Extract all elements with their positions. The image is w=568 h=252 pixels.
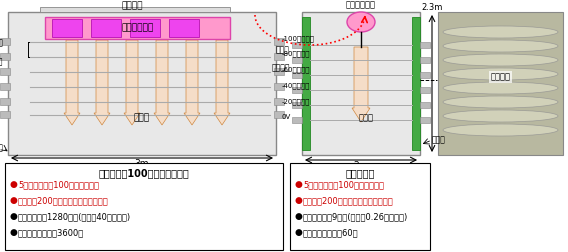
Text: 3m: 3m — [135, 160, 149, 169]
Bar — [45, 17, 230, 39]
Bar — [5, 163, 283, 250]
Bar — [274, 38, 284, 45]
Text: -20万ボルト: -20万ボルト — [282, 99, 310, 105]
Bar — [40, 7, 230, 12]
Text: -40万ボルト: -40万ボルト — [282, 83, 310, 89]
Text: 引出部: 引出部 — [0, 39, 3, 47]
Bar — [274, 68, 284, 75]
Bar — [130, 19, 160, 37]
Text: ビーム生成時間：60秒: ビーム生成時間：60秒 — [303, 229, 358, 237]
FancyArrow shape — [94, 40, 110, 125]
Text: 2m: 2m — [354, 162, 368, 171]
Text: ビーム引出孔1280個　(電流値40アンペア): ビーム引出孔1280個 (電流値40アンペア) — [18, 212, 131, 222]
Bar — [0, 111, 10, 118]
Text: ●: ● — [9, 229, 17, 237]
FancyArrow shape — [352, 47, 370, 122]
Bar — [8, 12, 276, 155]
Bar — [0, 83, 10, 90]
Bar — [52, 19, 82, 37]
Bar — [274, 83, 284, 90]
Text: -60万ボルト: -60万ボルト — [282, 67, 311, 73]
Bar — [302, 12, 420, 155]
Text: 加速電極: 加速電極 — [272, 64, 290, 73]
Bar — [292, 87, 302, 93]
Text: ●: ● — [294, 180, 302, 190]
Text: ビーム引出孔9個　(電流値0.26アンペア): ビーム引出孔9個 (電流値0.26アンペア) — [303, 212, 408, 222]
Bar — [438, 12, 563, 155]
Text: ●: ● — [9, 197, 17, 205]
Bar — [412, 17, 420, 150]
Text: 絶縁体: 絶縁体 — [0, 143, 3, 152]
FancyArrow shape — [184, 40, 200, 125]
Text: -100万ボルト: -100万ボルト — [282, 36, 315, 42]
Text: ビーム生成時間：3600秒: ビーム生成時間：3600秒 — [18, 229, 84, 237]
Ellipse shape — [347, 12, 375, 32]
Bar — [274, 98, 284, 105]
Text: イオン源: イオン源 — [121, 2, 143, 11]
Ellipse shape — [443, 110, 558, 122]
Bar — [274, 111, 284, 118]
Text: 5段加速による100万電子ボルト: 5段加速による100万電子ボルト — [18, 180, 99, 190]
FancyArrow shape — [214, 40, 230, 125]
Bar — [420, 117, 430, 123]
Bar — [0, 38, 10, 45]
Text: イーター用100万ボルト加速器: イーター用100万ボルト加速器 — [99, 168, 189, 178]
Ellipse shape — [443, 68, 558, 80]
Bar — [292, 117, 302, 123]
Text: ビーム: ビーム — [134, 113, 150, 122]
Bar — [292, 42, 302, 48]
Text: イオン生成部: イオン生成部 — [122, 23, 153, 33]
FancyArrow shape — [64, 40, 80, 125]
Bar — [91, 19, 121, 37]
Bar — [292, 72, 302, 78]
FancyArrow shape — [124, 40, 140, 125]
Ellipse shape — [443, 124, 558, 136]
Text: ●: ● — [294, 212, 302, 222]
Bar — [420, 72, 430, 78]
FancyArrow shape — [154, 40, 170, 125]
Bar — [302, 17, 310, 150]
Text: 加速電極: 加速電極 — [491, 73, 511, 81]
Text: イオン生成部: イオン生成部 — [346, 1, 376, 10]
Bar — [0, 53, 10, 60]
Text: 電流密度200アンペア毎平方メートル: 電流密度200アンペア毎平方メートル — [303, 197, 394, 205]
Bar — [420, 87, 430, 93]
Text: 5段加速による100万電子ボルト: 5段加速による100万電子ボルト — [303, 180, 384, 190]
Text: 0V: 0V — [282, 114, 291, 120]
Bar — [0, 68, 10, 75]
Bar — [274, 53, 284, 60]
Ellipse shape — [443, 82, 558, 94]
Text: ●: ● — [9, 212, 17, 222]
Text: ●: ● — [294, 197, 302, 205]
Text: ●: ● — [9, 180, 17, 190]
Bar — [420, 57, 430, 63]
Bar — [292, 57, 302, 63]
Text: 原型加速器: 原型加速器 — [345, 168, 375, 178]
Ellipse shape — [443, 26, 558, 38]
Text: ●: ● — [294, 229, 302, 237]
Text: 加速電極: 加速電極 — [0, 57, 3, 67]
Bar — [420, 102, 430, 108]
Text: 2.3m: 2.3m — [421, 3, 442, 12]
Text: 引出部: 引出部 — [276, 46, 290, 54]
Text: 絶縁体: 絶縁体 — [432, 136, 446, 144]
Ellipse shape — [443, 96, 558, 108]
Text: 電流密度200アンペア毎平方メートル: 電流密度200アンペア毎平方メートル — [18, 197, 108, 205]
Ellipse shape — [443, 54, 558, 66]
Bar — [169, 19, 199, 37]
Bar — [292, 102, 302, 108]
Text: -80万ボルト: -80万ボルト — [282, 51, 311, 57]
Bar — [0, 98, 10, 105]
Bar — [420, 42, 430, 48]
Bar — [290, 163, 430, 250]
Text: ビーム: ビーム — [358, 113, 374, 122]
Ellipse shape — [443, 40, 558, 52]
